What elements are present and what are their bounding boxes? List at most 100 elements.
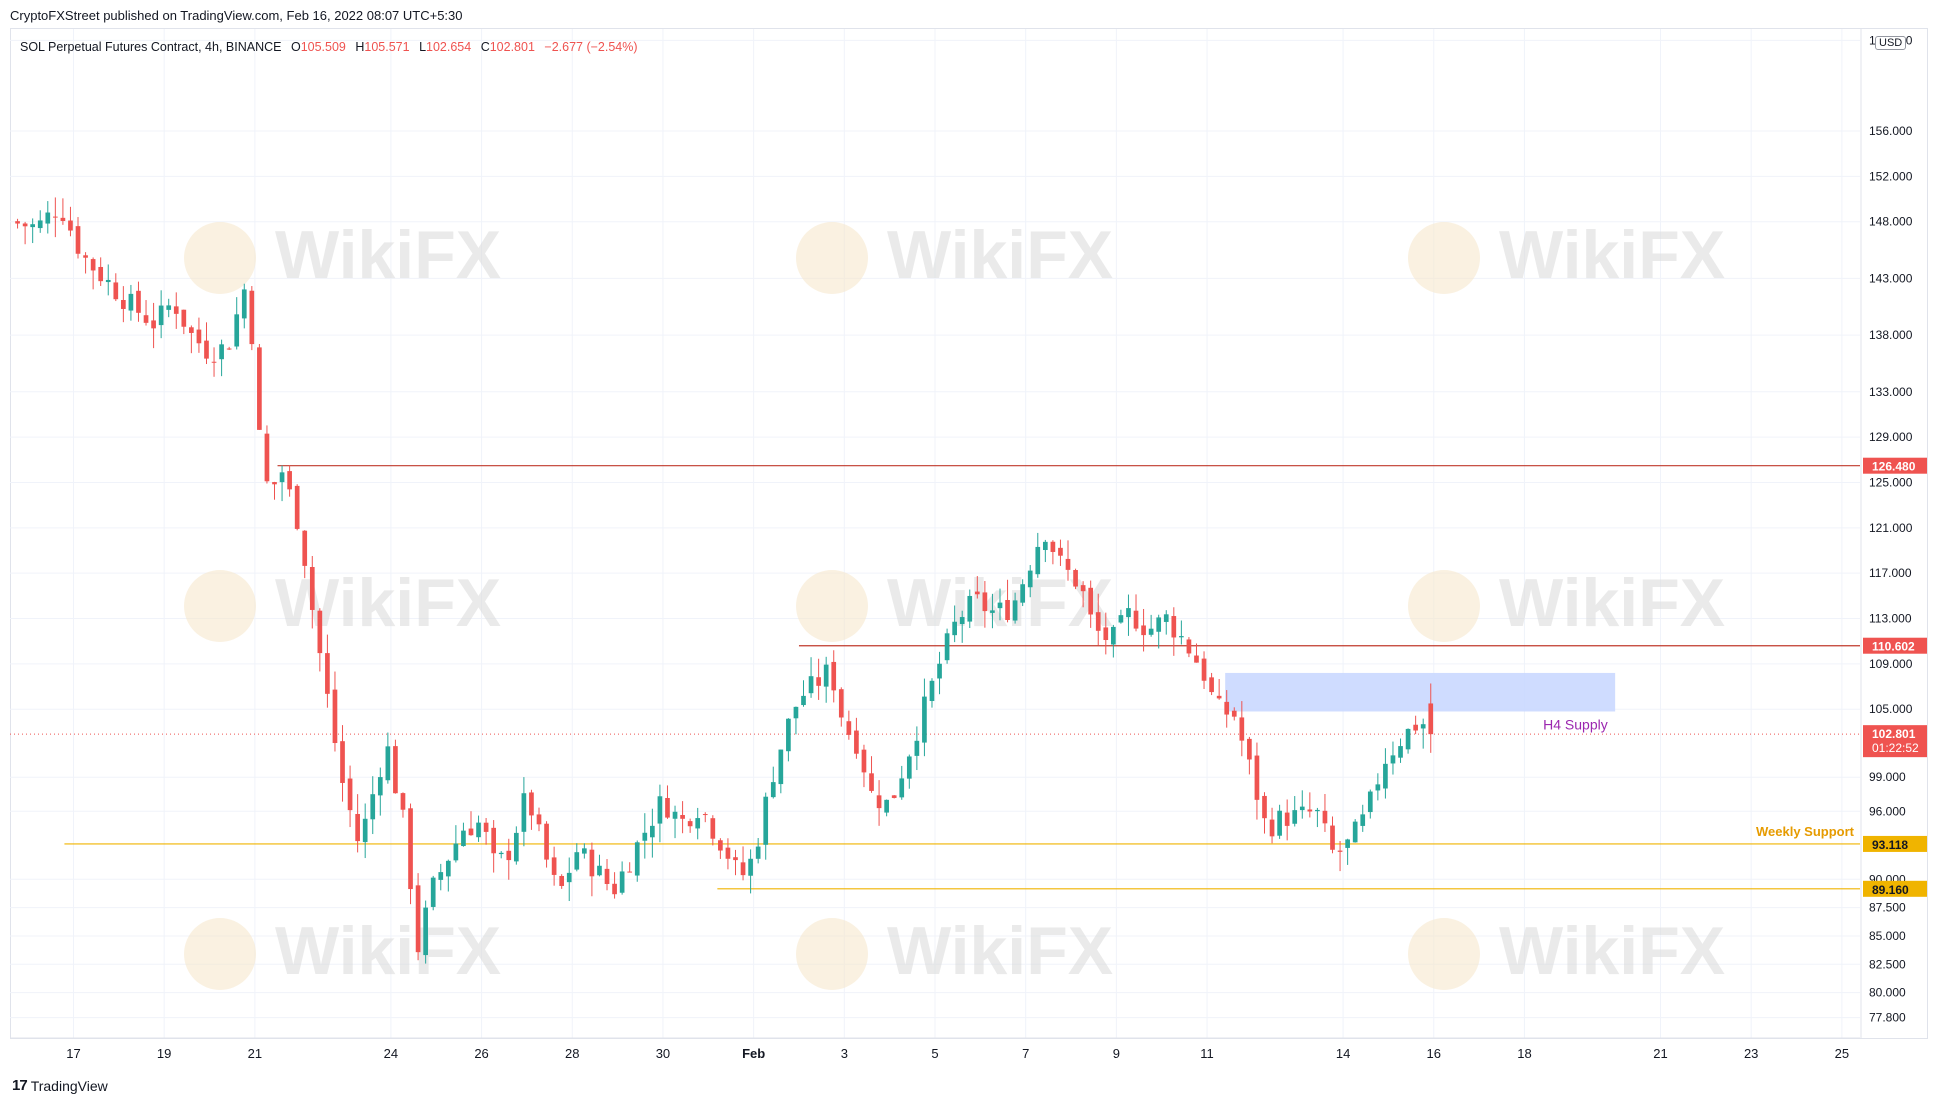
candle-body [619, 871, 625, 893]
candle-body [453, 843, 459, 861]
candle-body [1005, 600, 1010, 621]
candle-body [1277, 810, 1282, 836]
symbol-legend: SOL Perpetual Futures Contract, 4h, BINA… [20, 40, 638, 54]
resistance-126-tag [1863, 457, 1927, 474]
time-tick-label: 14 [1336, 1046, 1350, 1061]
candle-body [544, 823, 549, 860]
price-tick-label: 138.000 [1869, 328, 1913, 342]
publisher-header: CryptoFXStreet published on TradingView.… [10, 8, 463, 23]
candle-body [823, 664, 829, 687]
candle-body [914, 740, 920, 756]
candle-body [891, 795, 897, 798]
watermark-text: WikiFX [1499, 565, 1725, 641]
candle-body [257, 347, 262, 430]
candle-body [30, 224, 36, 228]
candle-body [1065, 558, 1071, 570]
candle-body [1020, 584, 1026, 603]
candle-body [196, 329, 202, 344]
candle-body [1012, 600, 1018, 621]
candle-body [68, 220, 73, 231]
time-tick-label: 24 [384, 1046, 398, 1061]
candle-body [309, 567, 315, 610]
candle-body [325, 653, 330, 694]
time-tick-label: 26 [474, 1046, 488, 1061]
candle-body [1194, 655, 1199, 663]
candle-body [393, 746, 398, 794]
candle-body [861, 749, 867, 773]
candle-body [234, 314, 240, 347]
candle-body [990, 610, 995, 613]
candle-body [415, 885, 421, 953]
candle-body [1360, 814, 1366, 826]
price-tick-label: 143.000 [1869, 271, 1913, 285]
weekly-support-tag-label: 93.118 [1872, 838, 1908, 852]
candle-body [740, 862, 746, 876]
close-key: C [480, 40, 490, 54]
candle-body [1292, 810, 1298, 824]
low-value: 102.654 [426, 40, 472, 54]
price-tick-label: 105.000 [1869, 702, 1913, 716]
candle-body [121, 300, 126, 309]
candle-body [1133, 610, 1139, 629]
tradingview-logo-icon: 17 [12, 1077, 28, 1094]
price-tick-label: 121.000 [1869, 521, 1913, 535]
candle-body [340, 741, 345, 783]
candle-body [302, 530, 308, 566]
candle-body [1118, 615, 1124, 623]
candle-body [1224, 701, 1230, 715]
candle-body [597, 865, 602, 876]
candle-body [1428, 703, 1434, 735]
price-tick-label: 96.000 [1869, 804, 1906, 818]
candle-body [604, 868, 610, 884]
candle-body [1269, 819, 1275, 837]
h4-supply-label: H4 Supply [1543, 716, 1608, 732]
resistance-126-tag-label: 126.480 [1872, 460, 1916, 474]
candle-body [559, 875, 565, 886]
candle-body [1209, 677, 1214, 693]
candle-body [521, 793, 527, 832]
candle-body [1299, 806, 1305, 811]
high-key: H [355, 40, 365, 54]
candle-body [566, 872, 572, 883]
time-tick-label: 19 [157, 1046, 171, 1061]
candle-body [249, 290, 255, 345]
candle-body [226, 348, 232, 350]
candle-body [838, 689, 844, 718]
watermark-text: WikiFX [887, 217, 1113, 293]
candle-body [408, 808, 413, 890]
candle-body [650, 825, 655, 838]
candle-body [355, 813, 360, 842]
low-key: L [419, 40, 427, 54]
price-tick-label: 87.500 [1869, 901, 1906, 915]
candle-body [60, 217, 66, 221]
watermark-text: WikiFX [275, 217, 501, 293]
tradingview-footer[interactable]: 17 TradingView [12, 1077, 108, 1094]
candle-body [1126, 608, 1131, 618]
candle-body [45, 212, 51, 224]
candle-body [1050, 541, 1056, 552]
candle-body [377, 777, 383, 796]
price-tick-label: 129.000 [1869, 430, 1913, 444]
price-tick-label: 80.000 [1869, 986, 1906, 1000]
candle-body [241, 289, 247, 319]
time-tick-label: Feb [742, 1046, 765, 1061]
candle-body [181, 309, 187, 327]
candle-body [513, 832, 519, 862]
currency-label[interactable]: USD [1875, 36, 1907, 50]
candle-body [1247, 738, 1252, 760]
candle-body [551, 857, 557, 875]
candle-body [937, 663, 942, 679]
watermark-logo-icon [796, 570, 868, 642]
time-tick-label: 11 [1200, 1046, 1214, 1061]
candle-body [385, 746, 391, 781]
time-tick-label: 16 [1427, 1046, 1441, 1061]
candle-body [801, 695, 806, 706]
candle-body [1231, 710, 1237, 717]
price-tick-label: 113.000 [1869, 612, 1912, 626]
candle-body [476, 822, 481, 838]
candle-body [498, 852, 504, 855]
candle-body [438, 872, 444, 880]
candle-body [173, 306, 179, 314]
candle-body [869, 773, 874, 791]
